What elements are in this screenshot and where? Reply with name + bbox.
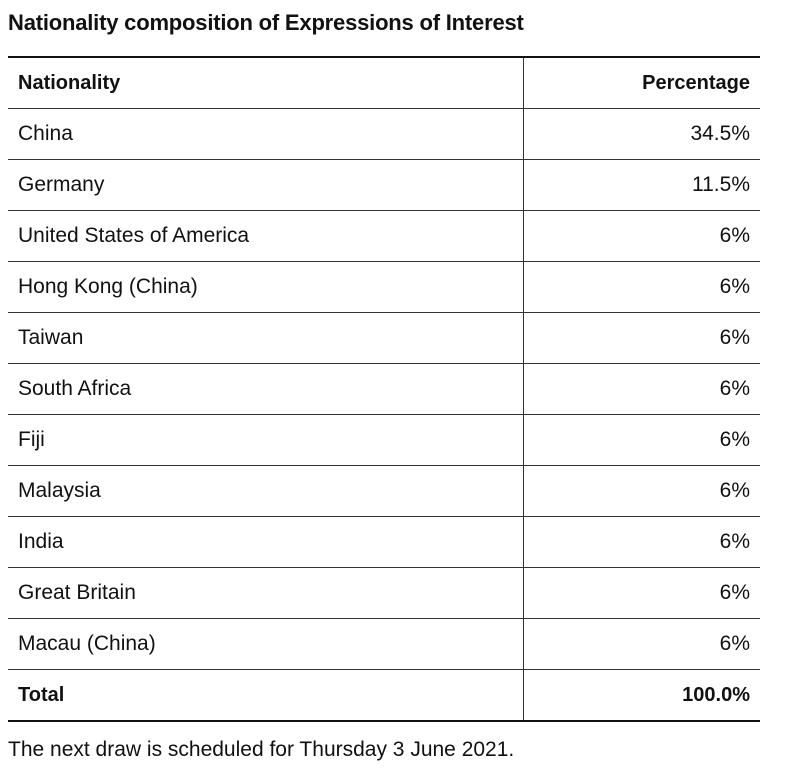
percentage-cell: 6% xyxy=(523,567,760,619)
percentage-cell: 6% xyxy=(523,363,760,415)
table-row: Great Britain 6% xyxy=(8,567,760,619)
footnote: The next draw is scheduled for Thursday … xyxy=(8,738,515,761)
table-row: Hong Kong (China) 6% xyxy=(8,261,760,313)
percentage-cell: 11.5% xyxy=(523,159,760,211)
percentage-cell: 6% xyxy=(523,465,760,517)
total-row: Total 100.0% xyxy=(8,669,760,722)
table-row: Fiji 6% xyxy=(8,414,760,466)
column-header-nationality: Nationality xyxy=(8,56,524,109)
nationality-cell: Malaysia xyxy=(8,465,524,517)
table-row: India 6% xyxy=(8,516,760,568)
percentage-cell: 6% xyxy=(523,312,760,364)
percentage-cell: 6% xyxy=(523,516,760,568)
nationality-cell: United States of America xyxy=(8,210,524,262)
header-row: Nationality Percentage xyxy=(8,56,760,109)
nationality-cell: Macau (China) xyxy=(8,618,524,670)
nationality-cell: India xyxy=(8,516,524,568)
table-row: Malaysia 6% xyxy=(8,465,760,517)
total-percentage: 100.0% xyxy=(523,669,760,722)
percentage-cell: 6% xyxy=(523,618,760,670)
table-row: United States of America 6% xyxy=(8,210,760,262)
nationality-cell: Hong Kong (China) xyxy=(8,261,524,313)
nationality-cell: Great Britain xyxy=(8,567,524,619)
nationality-cell: South Africa xyxy=(8,363,524,415)
table-row: Germany 11.5% xyxy=(8,159,760,211)
percentage-cell: 34.5% xyxy=(523,108,760,160)
nationality-cell: Germany xyxy=(8,159,524,211)
table-row: Macau (China) 6% xyxy=(8,618,760,670)
nationality-cell: China xyxy=(8,108,524,160)
table-title: Nationality composition of Expressions o… xyxy=(8,10,524,35)
table-row: Taiwan 6% xyxy=(8,312,760,364)
percentage-cell: 6% xyxy=(523,414,760,466)
total-label: Total xyxy=(8,669,524,722)
nationality-table: Nationality Percentage China 34.5% Germa… xyxy=(8,56,760,722)
nationality-cell: Taiwan xyxy=(8,312,524,364)
percentage-cell: 6% xyxy=(523,261,760,313)
percentage-cell: 6% xyxy=(523,210,760,262)
column-header-percentage: Percentage xyxy=(523,56,760,109)
table-row: South Africa 6% xyxy=(8,363,760,415)
table-row: China 34.5% xyxy=(8,108,760,160)
nationality-cell: Fiji xyxy=(8,414,524,466)
